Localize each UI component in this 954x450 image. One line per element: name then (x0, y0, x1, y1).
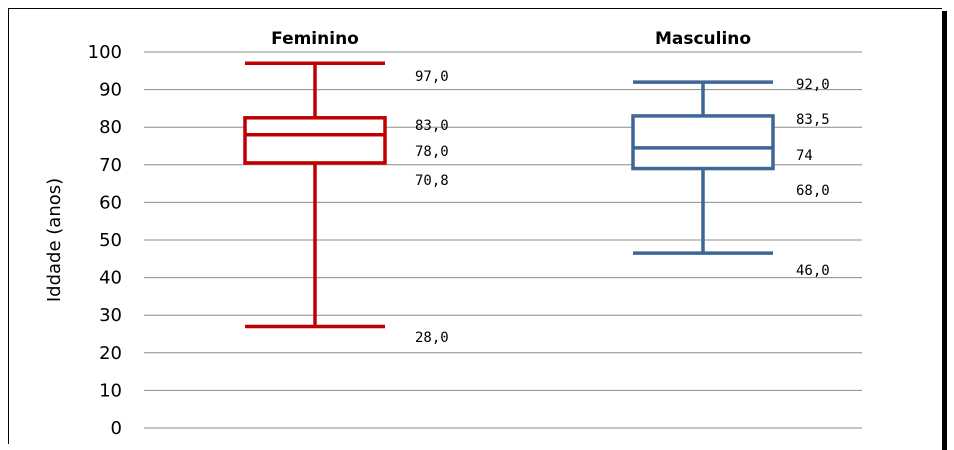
value-label-median: 78,0 (415, 144, 449, 160)
y-tick-label: 90 (99, 80, 122, 101)
value-label-q3: 83,5 (796, 112, 830, 128)
grid-lines (144, 52, 862, 428)
value-label-q1: 68,0 (796, 183, 830, 199)
value-label-max: 92,0 (796, 77, 830, 93)
group-label: Masculino (655, 29, 751, 49)
iqr-box (633, 116, 773, 169)
y-tick-label: 80 (99, 117, 122, 138)
box-0: Feminino (245, 29, 385, 326)
iqr-box (245, 118, 385, 163)
boxes: Feminino Masculino (245, 29, 773, 326)
group-label: Feminino (271, 29, 359, 49)
value-label-q1: 70,8 (415, 173, 449, 189)
value-label-max: 97,0 (415, 69, 449, 85)
value-label-min: 46,0 (796, 263, 830, 279)
y-tick-label: 70 (99, 155, 122, 176)
value-label-q3: 83,0 (415, 118, 449, 134)
y-tick-label: 50 (99, 230, 122, 251)
value-label-median: 74 (796, 148, 813, 164)
value-labels: 97,0 83,0 78,0 70,8 28,0 92,0 83,5 74 68,0 46,0 (415, 69, 830, 346)
y-tick-label: 60 (99, 192, 122, 213)
y-axis-ticks: 0 10 20 30 40 50 60 70 80 90 100 (88, 42, 122, 439)
y-tick-label: 20 (99, 343, 122, 364)
box-1: Masculino (633, 29, 773, 253)
y-tick-label: 0 (111, 418, 122, 439)
y-tick-label: 100 (88, 42, 122, 63)
y-axis-title: Iddade (anos) (44, 178, 65, 302)
y-tick-label: 40 (99, 268, 122, 289)
value-label-min: 28,0 (415, 330, 449, 346)
y-tick-label: 10 (99, 380, 122, 401)
y-tick-label: 30 (99, 305, 122, 326)
